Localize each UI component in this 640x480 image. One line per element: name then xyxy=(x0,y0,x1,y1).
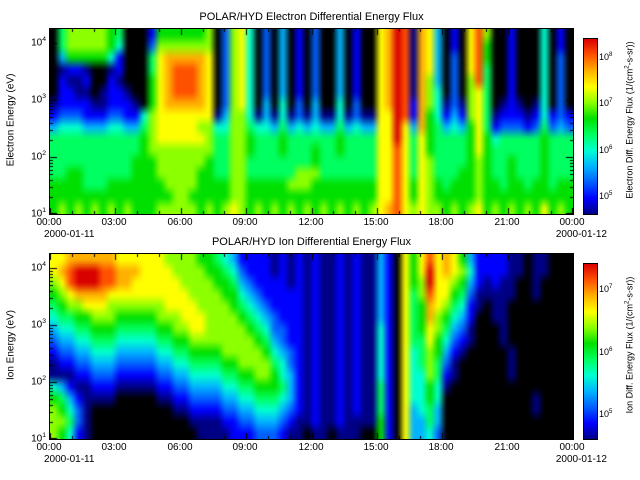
ion-x-tick-label: 03:00 xyxy=(101,442,127,453)
electron-x-tick-label: 15:00 xyxy=(363,217,389,228)
electron-colorbar-tick-label: 107 xyxy=(599,97,613,108)
electron-flux-panel: POLAR/HYD Electron Differential Energy F… xyxy=(0,5,640,255)
electron-colorbar-tick-label: 106 xyxy=(599,144,613,155)
ion-y-tick-label: 101 xyxy=(31,432,46,445)
ion-end-date-label: 2000-01-12 xyxy=(555,454,607,465)
ion-x-tick-label: 18:00 xyxy=(428,442,454,453)
ion-spectrogram-plot xyxy=(49,253,574,440)
electron-panel-title: POLAR/HYD Electron Differential Energy F… xyxy=(199,11,424,23)
electron-y-tick-label: 103 xyxy=(31,93,46,106)
electron-spectrogram-plot xyxy=(49,28,574,215)
electron-x-tick-label: 03:00 xyxy=(101,217,127,228)
ion-x-tick-label: 12:00 xyxy=(298,442,324,453)
electron-start-date-label: 2000-01-11 xyxy=(44,229,95,240)
ion-x-tick-label: 06:00 xyxy=(167,442,193,453)
electron-colorbar-tick-label: 105 xyxy=(599,190,613,201)
electron-x-tick-label: 18:00 xyxy=(428,217,454,228)
electron-end-date-label: 2000-01-12 xyxy=(555,229,607,240)
ion-x-tick-label: 00:00 xyxy=(36,442,62,453)
ion-colorbar xyxy=(583,263,598,440)
electron-colorbar-label: Electron Diff. Energy Flux (1/(cm2-s-sr)… xyxy=(623,41,635,199)
ion-y-tick-label: 102 xyxy=(31,375,46,388)
ion-start-date-label: 2000-01-11 xyxy=(44,454,95,465)
ion-x-tick-label: 09:00 xyxy=(232,442,258,453)
electron-spectrogram-canvas xyxy=(50,29,573,214)
electron-x-tick-label: 12:00 xyxy=(298,217,324,228)
electron-colorbar xyxy=(583,38,598,215)
electron-y-tick-label: 101 xyxy=(31,207,46,220)
ion-colorbar-label: Ion Diff. Energy Flux (1/(cm2-s-sr)) xyxy=(623,276,635,414)
ion-spectrogram-canvas xyxy=(50,254,573,439)
ion-y-tick-label: 104 xyxy=(31,261,46,274)
ion-x-tick-label: 21:00 xyxy=(494,442,520,453)
ion-y-tick-label: 103 xyxy=(31,318,46,331)
electron-x-tick-label: 21:00 xyxy=(494,217,520,228)
ion-panel-title: POLAR/HYD Ion Differential Energy Flux xyxy=(211,236,412,248)
electron-x-tick-label: 06:00 xyxy=(167,217,193,228)
ion-flux-panel: POLAR/HYD Ion Differential Energy Flux I… xyxy=(0,230,640,480)
ion-x-tick-label: 15:00 xyxy=(363,442,389,453)
ion-colorbar-tick-label: 105 xyxy=(599,408,613,419)
electron-y-tick-label: 102 xyxy=(31,150,46,163)
electron-colorbar-tick-label: 108 xyxy=(599,51,613,62)
electron-x-tick-label: 00:00 xyxy=(559,217,585,228)
electron-y-tick-label: 104 xyxy=(31,36,46,49)
electron-x-tick-label: 09:00 xyxy=(232,217,258,228)
ion-colorbar-tick-label: 107 xyxy=(599,283,613,294)
ion-x-tick-label: 00:00 xyxy=(559,442,585,453)
electron-x-tick-label: 00:00 xyxy=(36,217,62,228)
ion-colorbar-tick-label: 106 xyxy=(599,346,613,357)
